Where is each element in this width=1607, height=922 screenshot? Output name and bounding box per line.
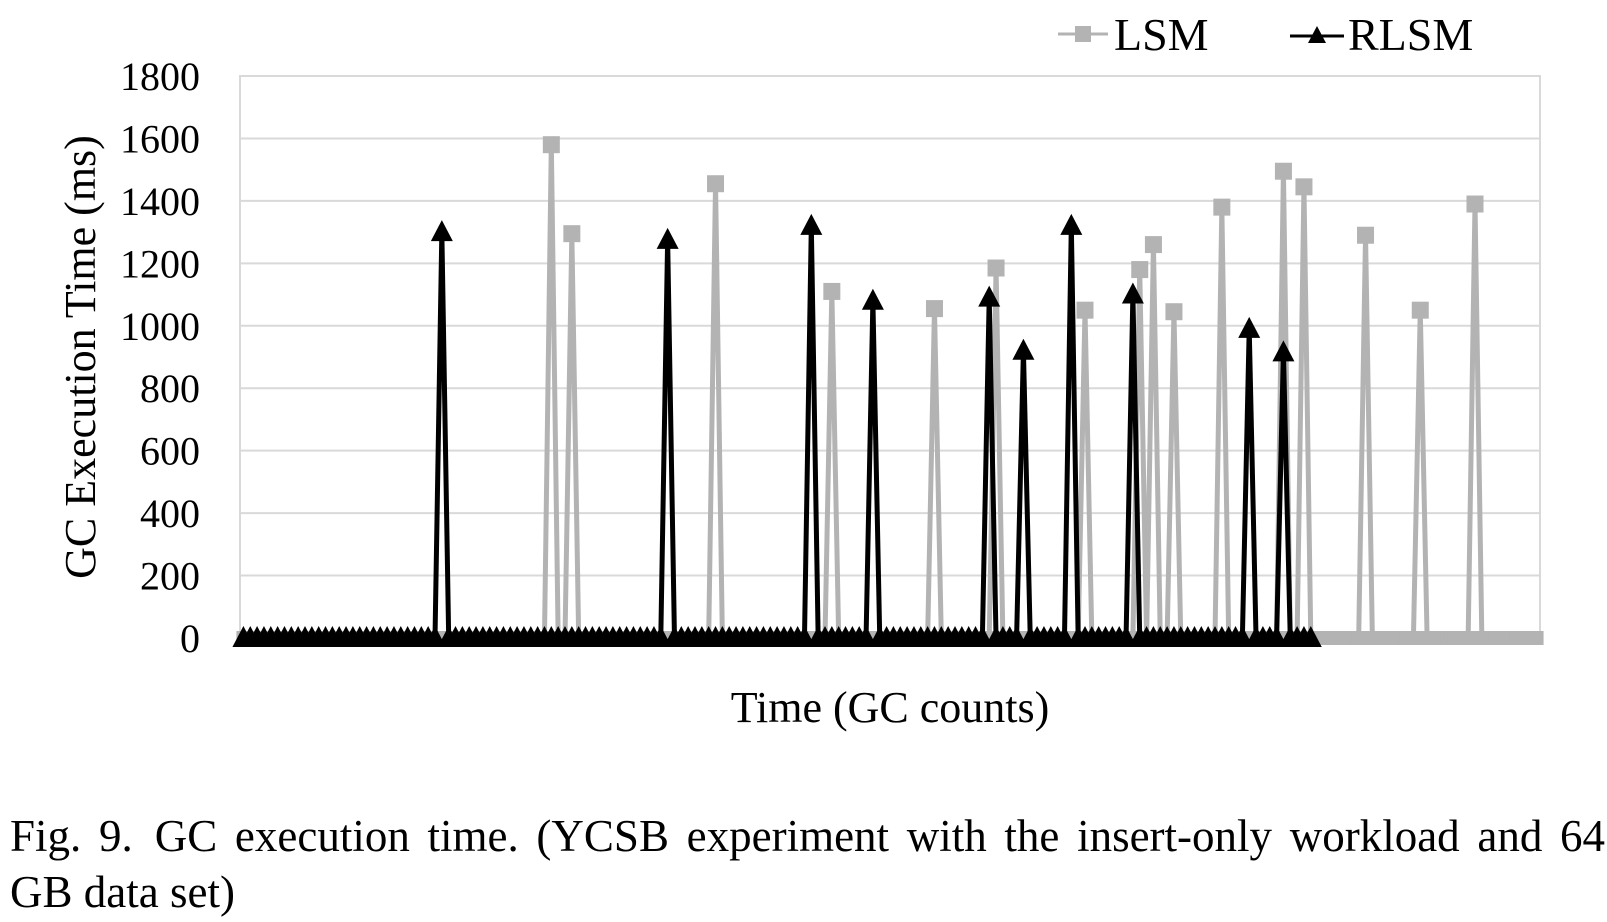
y-axis-title: GC Execution Time (ms) [56, 135, 105, 579]
rlsm-point [656, 227, 679, 249]
legend-lsm-label: LSM [1114, 9, 1209, 60]
rlsm-point [861, 288, 884, 310]
rlsm-point [1121, 282, 1144, 304]
legend-item-lsm: LSM [1058, 9, 1209, 60]
rlsm-point [978, 285, 1001, 307]
legend: LSM RLSM [1058, 9, 1473, 60]
lsm-point [1461, 631, 1476, 645]
lsm-point [1357, 226, 1375, 244]
y-tick-labels: 0 200 400 600 800 1000 1200 1400 1600 1800 [120, 54, 200, 661]
lsm-point [563, 225, 581, 243]
lsm-point [823, 282, 841, 300]
y-tick-label: 1400 [120, 179, 200, 224]
lsm-point [1406, 631, 1421, 645]
rlsm-point [800, 213, 823, 235]
lsm-point [1076, 301, 1094, 319]
legend-rlsm-marker [1308, 26, 1326, 43]
chart: 0 200 400 600 800 1000 1200 1400 1600 1800 GC Exe… [56, 9, 1544, 732]
lsm-point [1131, 261, 1149, 279]
y-tick-label: 800 [140, 366, 200, 411]
caption-prefix: Fig. 9. [10, 811, 133, 861]
series-rlsm [232, 213, 1322, 647]
y-tick-label: 1800 [120, 54, 200, 99]
y-tick-label: 400 [140, 491, 200, 536]
caption-text: GC execution time. (YCSB experiment with… [10, 811, 1605, 917]
legend-item-rlsm: RLSM [1290, 9, 1473, 60]
lsm-point [1213, 198, 1231, 216]
rlsm-point [1060, 213, 1083, 235]
rlsm-point [1272, 340, 1295, 362]
lsm-point [925, 300, 943, 318]
rlsm-point [1238, 316, 1261, 338]
lsm-point [987, 259, 1005, 277]
lsm-point [542, 136, 560, 154]
lsm-point [1165, 303, 1183, 321]
lsm-point [1351, 631, 1366, 645]
y-tick-label: 200 [140, 554, 200, 599]
y-tick-label: 0 [180, 616, 200, 661]
lsm-point [707, 175, 725, 193]
lsm-point [1529, 631, 1544, 645]
series-lsm [236, 136, 1544, 645]
y-tick-label: 600 [140, 429, 200, 474]
legend-rlsm-label: RLSM [1348, 9, 1473, 60]
figure-caption: Fig. 9. GC execution time. (YCSB experime… [10, 808, 1605, 920]
rlsm-point [1299, 626, 1322, 647]
lsm-point [1466, 195, 1484, 213]
y-tick-label: 1000 [120, 304, 200, 349]
lsm-point [1411, 301, 1429, 319]
legend-lsm-marker [1075, 26, 1091, 42]
y-tick-label: 1200 [120, 241, 200, 286]
rlsm-point [1012, 338, 1035, 360]
x-axis-title: Time (GC counts) [731, 683, 1050, 732]
rlsm-point [430, 220, 453, 242]
lsm-point [1295, 178, 1313, 196]
lsm-point [1144, 236, 1162, 254]
y-tick-label: 1600 [120, 116, 200, 161]
lsm-point [1274, 162, 1292, 180]
series-layer [232, 136, 1544, 647]
